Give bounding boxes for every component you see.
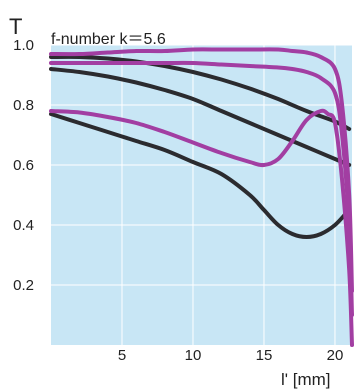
y-tick-label: 0.4 — [13, 217, 34, 234]
series-line-4 — [49, 47, 354, 293]
x-tick-label: 5 — [118, 347, 126, 364]
y-tick-label: 1.0 — [13, 37, 34, 54]
y-tick-label: 0.8 — [13, 97, 34, 114]
tick-labels: 5 10 15 20 0.2 0.4 0.6 0.8 1.0 — [13, 37, 343, 364]
series-line-1 — [49, 54, 352, 131]
y-tick-label: 0.6 — [13, 157, 34, 174]
series-line-5 — [49, 60, 354, 317]
series-layer — [49, 47, 354, 347]
series-line-6 — [49, 108, 354, 347]
x-axis-label: l' [mm] — [281, 370, 331, 389]
plot-area — [51, 45, 352, 345]
x-tick-label: 20 — [327, 347, 344, 364]
y-axis-label: T — [9, 14, 22, 39]
x-tick-label: 15 — [256, 347, 273, 364]
chart-title: f-number k＝5.6 — [51, 31, 166, 48]
y-tick-label: 0.2 — [13, 277, 34, 294]
series-line-2 — [49, 67, 352, 167]
series-line-3 — [49, 112, 349, 239]
x-tick-label: 10 — [185, 347, 202, 364]
